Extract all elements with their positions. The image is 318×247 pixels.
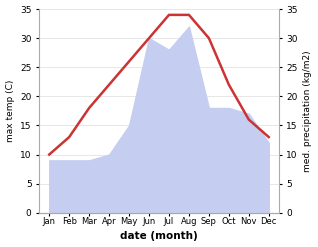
Y-axis label: max temp (C): max temp (C): [5, 80, 15, 142]
X-axis label: date (month): date (month): [120, 231, 198, 242]
Y-axis label: med. precipitation (kg/m2): med. precipitation (kg/m2): [303, 50, 313, 172]
